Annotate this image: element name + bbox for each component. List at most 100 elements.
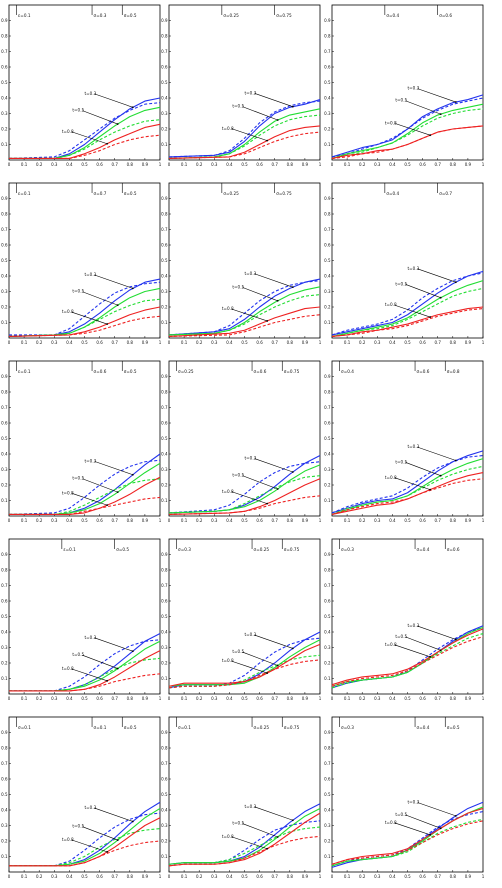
- curve-label: t=0.3: [245, 271, 257, 276]
- y-tick-label: 0.9: [1, 196, 8, 201]
- x-tick-label: 0.8: [127, 162, 134, 167]
- curve-label-arrowhead: [116, 123, 119, 125]
- curve-label: t=0.3: [408, 799, 420, 804]
- curve-label-arrowhead: [131, 820, 134, 823]
- y-tick-label: 0.1: [1, 676, 8, 681]
- y-tick-label: 0.3: [161, 111, 168, 116]
- x-tick-label: 0.7: [435, 340, 442, 345]
- y-tick-label: 0.2: [324, 126, 331, 131]
- annotation-label: σ=0.5: [124, 369, 137, 374]
- series-line-blue-dashed: [331, 272, 484, 336]
- x-tick-label: 1: [319, 874, 322, 879]
- y-tick-label: 0.5: [1, 80, 8, 85]
- curve-label-arrowhead: [291, 105, 294, 108]
- series-line-green-solid: [331, 280, 484, 337]
- plot-frame: [168, 360, 321, 517]
- curve-label-arrow: [254, 273, 293, 288]
- curve-label-arrowhead: [276, 488, 279, 490]
- series-line-blue-solid: [168, 99, 321, 158]
- plot-frame: [8, 716, 161, 873]
- panel: 0 0.1 0.2 0.3 0.4 0.5 0.6 0.7 0.8 0.9 1 0.1 0.2 0.3 0.…: [161, 716, 322, 879]
- y-tick-label: 0.3: [1, 111, 8, 116]
- curve-label-arrow: [394, 644, 431, 658]
- curve-label: t=0.5: [395, 812, 407, 817]
- curve-label-arrowhead: [439, 113, 442, 116]
- y-tick-label: 0.5: [324, 436, 331, 441]
- series-line-green-dashed: [9, 828, 161, 867]
- x-tick-label: 0: [331, 162, 334, 167]
- y-tick-label: 0.6: [324, 776, 331, 781]
- annotation-label: ε=0.1: [18, 13, 31, 18]
- x-tick-label: 0.5: [241, 518, 248, 523]
- curve-label-arrowhead: [266, 847, 269, 850]
- y-tick-label: 0.3: [1, 289, 8, 294]
- series-line-green-dashed: [331, 108, 484, 159]
- y-tick-label: 0.1: [161, 854, 168, 859]
- series-line-green-solid: [168, 639, 321, 687]
- x-tick-label: 0: [8, 162, 11, 167]
- curve-label: t=0.8: [222, 306, 234, 311]
- annotation-label: σ=0.3: [341, 547, 354, 552]
- x-tick-label: 0.6: [419, 162, 426, 167]
- y-tick-label: 0.7: [161, 405, 168, 410]
- curve-label-arrow: [242, 106, 278, 121]
- y-tick-label: 0.1: [1, 320, 8, 325]
- x-tick-label: 0.3: [51, 696, 58, 701]
- x-tick-label: 1: [319, 340, 322, 345]
- series-line-green-dashed: [331, 818, 484, 867]
- y-tick-label: 0.7: [324, 49, 331, 54]
- y-tick-label: 0.8: [324, 33, 331, 38]
- annotation-label: σ=0.7: [439, 191, 452, 196]
- series-line-blue-dashed: [9, 639, 161, 692]
- curve-label: t=0.5: [395, 98, 407, 103]
- curve-label-arrowhead: [106, 142, 109, 145]
- x-tick-label: 1: [159, 696, 162, 701]
- y-tick-label: 0.1: [324, 676, 331, 681]
- x-tick-label: 0.1: [344, 340, 351, 345]
- x-tick-label: 0.2: [196, 518, 203, 523]
- y-tick-label: 0.2: [161, 126, 168, 131]
- x-tick-label: 0.2: [359, 696, 366, 701]
- y-tick-label: 0.9: [1, 374, 8, 379]
- y-tick-label: 0.2: [161, 482, 168, 487]
- x-tick-label: 1: [319, 162, 322, 167]
- x-tick-label: 0.8: [450, 696, 457, 701]
- annotation-label: ε=0.1: [18, 191, 31, 196]
- y-tick-label: 0.3: [324, 289, 331, 294]
- y-tick-label: 0.4: [324, 629, 331, 634]
- x-tick-label: 0.6: [256, 696, 263, 701]
- panel: 0 0.1 0.2 0.3 0.4 0.5 0.6 0.7 0.8 0.9 1 0.1 0.2 0.3 0.…: [324, 4, 485, 167]
- y-tick-label: 0.5: [161, 792, 168, 797]
- y-tick-label: 0.7: [324, 761, 331, 766]
- curve-label-arrowhead: [276, 299, 279, 302]
- y-tick-label: 0.2: [161, 304, 168, 309]
- curve-label-arrow: [254, 634, 293, 649]
- x-tick-label: 1: [159, 518, 162, 523]
- x-tick-label: 0.1: [181, 874, 188, 879]
- x-tick-label: 0.2: [359, 340, 366, 345]
- curve-label: t=0.5: [72, 652, 84, 657]
- x-tick-label: 0.3: [374, 340, 381, 345]
- y-tick-label: 0.6: [324, 64, 331, 69]
- x-tick-label: 1: [319, 696, 322, 701]
- y-tick-label: 0.8: [161, 567, 168, 572]
- x-tick-label: 0.3: [211, 162, 218, 167]
- y-tick-label: 0.1: [161, 498, 168, 503]
- series-line-red-dashed: [168, 131, 321, 159]
- annotation-label: σ=0.6: [439, 13, 452, 18]
- x-tick-label: 0: [331, 340, 334, 345]
- y-tick-label: 0.9: [161, 730, 168, 735]
- x-tick-label: 0.5: [81, 162, 88, 167]
- curve-label-arrowhead: [116, 667, 119, 670]
- curve-label-arrow: [417, 268, 456, 283]
- series-line-red-dashed: [168, 314, 321, 337]
- curve-label-arrowhead: [276, 664, 279, 667]
- y-tick-label: 0.5: [324, 258, 331, 263]
- x-tick-label: 0.8: [287, 518, 294, 523]
- y-tick-label: 0.4: [324, 273, 331, 278]
- x-tick-label: 0.1: [21, 518, 28, 523]
- curve-label: t=0.3: [85, 458, 97, 463]
- curve-label: t=0.3: [85, 91, 97, 96]
- annotation-label: σ=0.1: [18, 725, 31, 730]
- curve-label: t=0.3: [245, 632, 257, 637]
